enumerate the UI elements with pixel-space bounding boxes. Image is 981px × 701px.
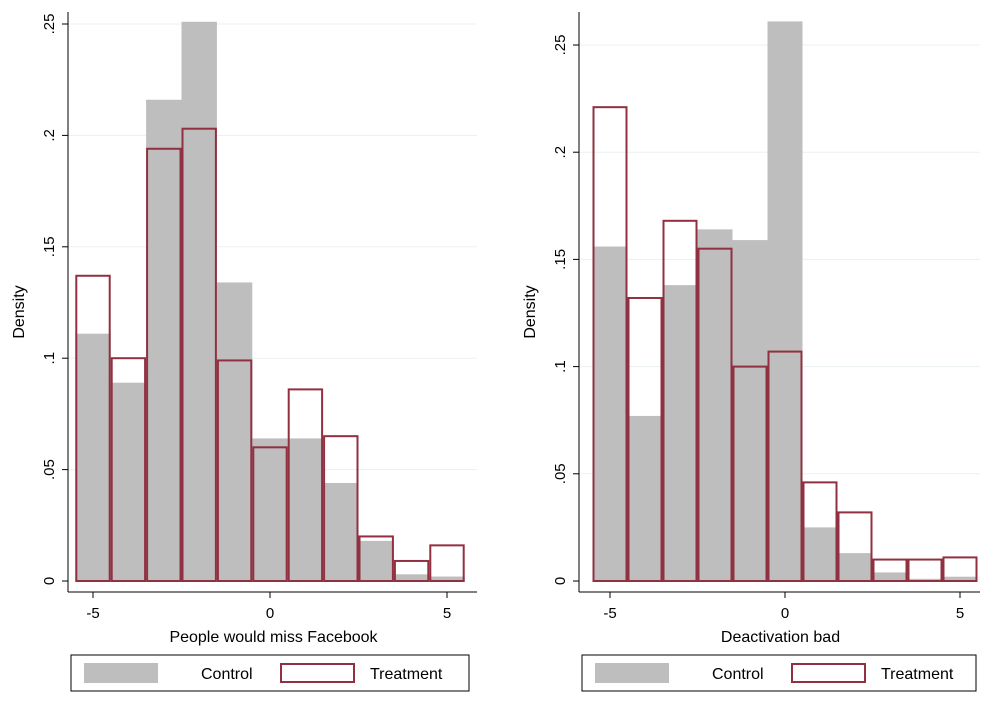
y-tick-label: 0 xyxy=(41,577,58,585)
bar-control xyxy=(252,438,288,581)
bar-control xyxy=(767,21,803,581)
y-tick-label: .25 xyxy=(552,35,569,56)
y-tick-label: .05 xyxy=(41,459,58,480)
bar-control xyxy=(110,382,147,581)
y-tick-label: .2 xyxy=(41,129,58,142)
bar-treatment xyxy=(75,274,111,582)
legend-label-control: Control xyxy=(712,666,764,683)
bar-control xyxy=(802,527,838,581)
bar-treatment xyxy=(942,556,978,583)
bar-control xyxy=(181,21,217,582)
bar-treatment xyxy=(358,535,394,583)
y-axis-title: Density xyxy=(522,285,539,338)
bar-treatment xyxy=(323,435,359,582)
bar-treatment xyxy=(393,559,430,582)
y-tick-label: .15 xyxy=(552,249,569,270)
bar-treatment xyxy=(181,127,217,582)
bar-control xyxy=(287,438,324,581)
bar-control xyxy=(429,576,465,581)
x-axis-title: Deactivation bad xyxy=(721,629,840,646)
legend-swatch-treatment xyxy=(280,663,355,683)
bar-treatment xyxy=(697,247,733,582)
y-tick-label: 0 xyxy=(552,577,569,585)
bar-treatment xyxy=(907,558,943,582)
y-tick-label: .2 xyxy=(552,146,569,159)
legend: Control Treatment xyxy=(70,654,470,692)
bar-control xyxy=(75,333,111,581)
x-tick-label: -5 xyxy=(86,605,99,622)
bar-control xyxy=(662,285,698,581)
x-tick-label: -5 xyxy=(603,605,616,622)
x-tick-label: 5 xyxy=(956,605,964,622)
legend-label-treatment: Treatment xyxy=(881,666,954,683)
bar-control xyxy=(837,553,873,581)
legend-label-treatment: Treatment xyxy=(370,666,443,683)
chart-panel-2: 0 .05 .1 .15 .2 .25 -5 0 5 Deactivation bad Densit… xyxy=(522,12,980,692)
x-tick-label: 0 xyxy=(781,605,789,622)
x-axis-title: People would miss Facebook xyxy=(169,629,378,646)
y-tick-label: .05 xyxy=(552,463,569,484)
bar-treatment xyxy=(767,350,803,583)
bar-control xyxy=(627,415,663,581)
legend-swatch-treatment xyxy=(791,663,866,683)
bar-control xyxy=(358,540,394,581)
bar-control xyxy=(323,482,359,581)
bar-treatment xyxy=(662,219,698,582)
y-axis-title: Density xyxy=(11,285,28,338)
bar-treatment xyxy=(802,481,838,583)
bar-control xyxy=(907,578,943,581)
bar-treatment xyxy=(146,147,182,582)
bar-control xyxy=(697,229,733,581)
bar-control xyxy=(393,574,430,581)
y-tick-label: .25 xyxy=(41,14,58,35)
legend-swatch-control xyxy=(595,663,669,683)
bar-treatment xyxy=(732,365,768,582)
bar-treatment xyxy=(837,511,873,583)
bar-treatment xyxy=(110,357,147,583)
bar-control xyxy=(872,572,908,581)
legend-swatch-control xyxy=(84,663,158,683)
legend: Control Treatment xyxy=(581,654,977,692)
bar-control xyxy=(732,240,768,581)
bar-treatment xyxy=(627,296,663,582)
chart-panel-1: 0 .05 .1 .15 .2 .25 -5 0 5 People would miss Face… xyxy=(11,12,477,692)
y-tick-label: .1 xyxy=(552,360,569,373)
x-tick-label: 5 xyxy=(443,605,451,622)
bar-treatment xyxy=(592,106,628,583)
bar-control xyxy=(592,246,628,581)
bar-control xyxy=(146,99,182,581)
bar-treatment xyxy=(287,388,324,582)
x-tick-label: 0 xyxy=(266,605,274,622)
bar-control xyxy=(216,282,253,581)
bar-treatment xyxy=(216,359,253,583)
bar-control xyxy=(942,576,978,581)
y-tick-label: .15 xyxy=(41,236,58,257)
legend-label-control: Control xyxy=(201,666,253,683)
bar-treatment xyxy=(872,558,908,582)
bar-treatment xyxy=(252,446,288,582)
bar-treatment xyxy=(429,544,465,582)
y-tick-label: .1 xyxy=(41,352,58,365)
